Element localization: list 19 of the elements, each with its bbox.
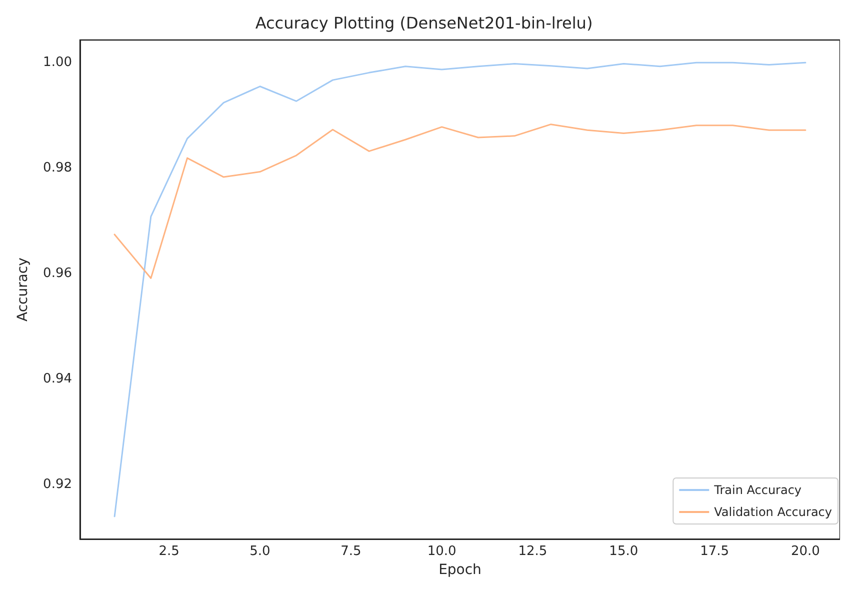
x-axis-title: Epoch (438, 562, 482, 578)
x-tick-label: 10.0 (427, 544, 456, 560)
chart-title: Accuracy Plotting (DenseNet201-bin-lrelu) (255, 14, 593, 32)
y-tick-label: 0.94 (43, 371, 72, 386)
x-tick-label: 7.5 (340, 544, 362, 560)
y-tick-label: 1.00 (43, 55, 72, 70)
legend-label: Train Accuracy (713, 483, 802, 497)
x-tick-label: 2.5 (158, 544, 180, 560)
y-axis-title: Accuracy (15, 258, 31, 322)
legend-label: Validation Accuracy (714, 505, 832, 519)
x-tick-label: 15.0 (609, 544, 638, 560)
x-tick-label: 12.5 (518, 544, 548, 560)
y-tick-label: 0.92 (43, 476, 72, 492)
y-tick-label: 0.98 (43, 160, 72, 176)
x-tick-label: 5.0 (250, 544, 270, 560)
x-tick-label: 20.0 (790, 544, 820, 560)
x-tick-label: 17.5 (700, 544, 730, 560)
y-tick-label: 0.96 (43, 266, 72, 281)
line-series (114, 124, 806, 279)
